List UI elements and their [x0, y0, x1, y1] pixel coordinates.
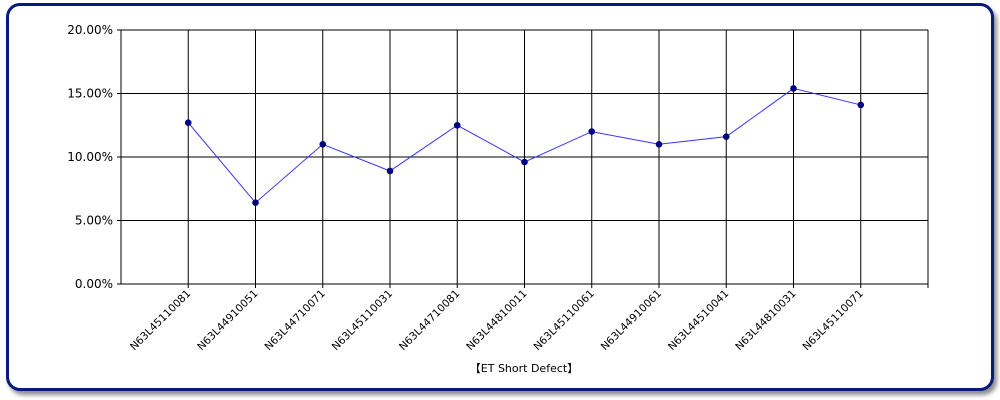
- chart-frame: [6, 3, 994, 391]
- data-point: [184, 119, 192, 127]
- y-axis-tick-labels: 0.00% 5.00% 10.00% 15.00% 20.00%: [67, 23, 113, 291]
- x-tick-label: N63L44810031: [733, 288, 798, 353]
- y-tick-label: 5.00%: [75, 214, 113, 228]
- y-tick-label: 10.00%: [67, 150, 113, 164]
- data-point: [386, 167, 394, 175]
- data-point: [252, 199, 259, 207]
- y-tick-label: 0.00%: [75, 277, 113, 291]
- data-point: [453, 121, 461, 129]
- grid-lines: [117, 29, 929, 288]
- series-group: [184, 85, 865, 207]
- x-tick-label: N63L45110061: [531, 288, 596, 353]
- x-tick-label: N63L44810011: [464, 288, 529, 353]
- x-tick-label: N63L45110081: [128, 288, 193, 353]
- data-point: [790, 85, 797, 92]
- data-point: [588, 128, 596, 135]
- data-point: [521, 158, 528, 166]
- x-tick-label: N63L44710081: [397, 288, 462, 353]
- x-axis-label: 【ET Short Defect】: [470, 362, 578, 375]
- x-tick-label: N63L44510041: [666, 288, 731, 353]
- data-point: [857, 101, 865, 109]
- x-tick-label: N63L44910051: [195, 288, 260, 353]
- x-tick-label: N63L45110031: [330, 288, 395, 353]
- y-tick-label: 15.00%: [67, 87, 113, 101]
- x-tick-label: N63L44910061: [599, 288, 664, 353]
- data-point: [319, 141, 327, 148]
- data-point: [722, 133, 730, 140]
- x-tick-label: N63L44710071: [262, 288, 327, 353]
- x-axis-tick-labels: N63L45110081 N63L44910051 N63L44710071 N63L…: [128, 288, 866, 353]
- y-tick-label: 20.00%: [67, 23, 113, 37]
- x-tick-label: N63L45110071: [800, 288, 865, 353]
- data-point: [655, 141, 663, 148]
